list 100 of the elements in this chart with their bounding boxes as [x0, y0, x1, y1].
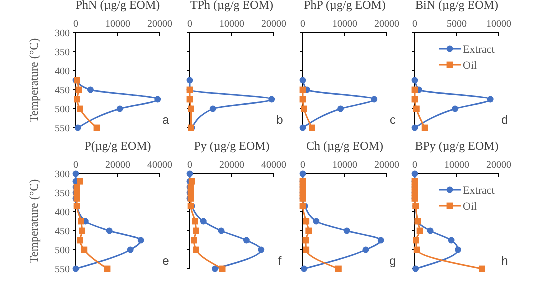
point — [81, 246, 88, 254]
point — [303, 246, 310, 254]
point — [412, 86, 418, 94]
x-tick-label: 0 — [188, 19, 192, 30]
x-tick-label: 20000 — [486, 160, 512, 171]
point — [306, 228, 312, 234]
y-tick-label: 350 — [55, 188, 70, 200]
point — [300, 124, 306, 132]
point — [218, 228, 225, 234]
x-tick-label: 0 — [412, 19, 418, 30]
point — [77, 178, 84, 185]
chart-title: P(µg/g EOM) — [84, 139, 152, 153]
point — [413, 106, 420, 112]
text: b — [276, 113, 284, 127]
point — [371, 96, 378, 103]
point — [77, 237, 84, 244]
chart-title: PhN (µg/g EOM) — [76, 0, 160, 12]
point — [192, 218, 198, 225]
point — [300, 170, 306, 178]
x-tick-label: 20000 — [262, 19, 286, 30]
point — [427, 228, 434, 234]
x-tick-label: 5000 — [447, 19, 467, 30]
point — [186, 77, 194, 84]
y-tick-label: 500 — [55, 246, 70, 256]
x-tick-label: 0 — [188, 160, 192, 171]
point — [78, 218, 84, 225]
x-tick-label: 40000 — [262, 160, 286, 171]
point — [414, 246, 420, 254]
point — [116, 106, 124, 112]
x-tick-label: 0 — [412, 160, 418, 171]
x-tick-label: 20000 — [148, 19, 172, 30]
chart-title: Py (µg/g EOM) — [194, 139, 270, 153]
text: d — [502, 113, 508, 127]
point — [212, 266, 218, 272]
text: f — [278, 254, 282, 268]
x-tick-label: 20000 — [374, 19, 400, 30]
text: g — [390, 254, 396, 268]
point — [244, 237, 250, 244]
point — [74, 96, 80, 103]
point — [127, 246, 134, 254]
y-tick-label: 300 — [55, 170, 70, 180]
y-tick-label: 450 — [55, 226, 70, 238]
chart-title: PhP (µg/g EOM) — [304, 0, 386, 12]
chart-title: Ch (µg/g EOM) — [306, 139, 384, 153]
point — [309, 124, 316, 132]
point — [188, 106, 194, 112]
point — [302, 237, 310, 244]
chart-title: BPy (µg/g EOM) — [415, 139, 499, 153]
point — [301, 266, 308, 272]
x-tick-label: 20000 — [220, 160, 244, 171]
chart-title: BiN (µg/g EOM) — [416, 0, 498, 12]
point — [76, 86, 82, 94]
point — [154, 96, 162, 103]
x-tick-label: 0 — [300, 19, 306, 30]
x-tick-label: 0 — [300, 160, 306, 171]
legend-label: Oil — [463, 60, 478, 72]
point — [412, 124, 418, 132]
text: h — [502, 254, 508, 268]
text: e — [162, 254, 170, 268]
point — [200, 218, 207, 225]
point — [300, 86, 306, 94]
y-tick-label: 550 — [55, 264, 70, 276]
y-tick-label: 500 — [55, 104, 70, 116]
y-tick-label: 300 — [55, 28, 70, 40]
x-tick-label: 10000 — [332, 160, 358, 171]
legend-label: Extract — [463, 44, 495, 56]
y-tick-label: 450 — [55, 86, 70, 96]
point — [268, 96, 276, 103]
point — [138, 237, 144, 244]
point — [422, 124, 428, 132]
point — [210, 106, 216, 112]
text: a — [162, 113, 170, 127]
y-axis-title: Temperature (°C) — [27, 38, 41, 123]
point — [378, 237, 384, 244]
text: c — [390, 113, 396, 127]
point — [338, 106, 344, 112]
y-axis-title: Temperature (°C) — [27, 179, 41, 264]
y-tick-label: 400 — [55, 66, 70, 78]
legend-label: Extract — [463, 185, 495, 197]
chart-title: TPh (µg/g EOM) — [190, 0, 274, 12]
point — [106, 228, 113, 234]
x-tick-label: 0 — [74, 160, 78, 171]
point — [74, 124, 82, 132]
point — [72, 170, 80, 178]
x-tick-label: 10000 — [486, 19, 512, 30]
point — [88, 86, 94, 94]
y-tick-label: 350 — [55, 48, 70, 58]
x-tick-label: 0 — [74, 19, 78, 30]
point — [452, 106, 459, 112]
point — [186, 170, 194, 178]
x-tick-label: 10000 — [220, 19, 244, 30]
point — [193, 228, 200, 234]
point — [193, 246, 200, 254]
y-tick-label: 400 — [55, 208, 70, 218]
point — [479, 266, 486, 272]
point — [191, 237, 198, 244]
point — [487, 96, 494, 103]
point — [303, 218, 310, 225]
point — [301, 106, 308, 112]
point — [72, 266, 80, 272]
